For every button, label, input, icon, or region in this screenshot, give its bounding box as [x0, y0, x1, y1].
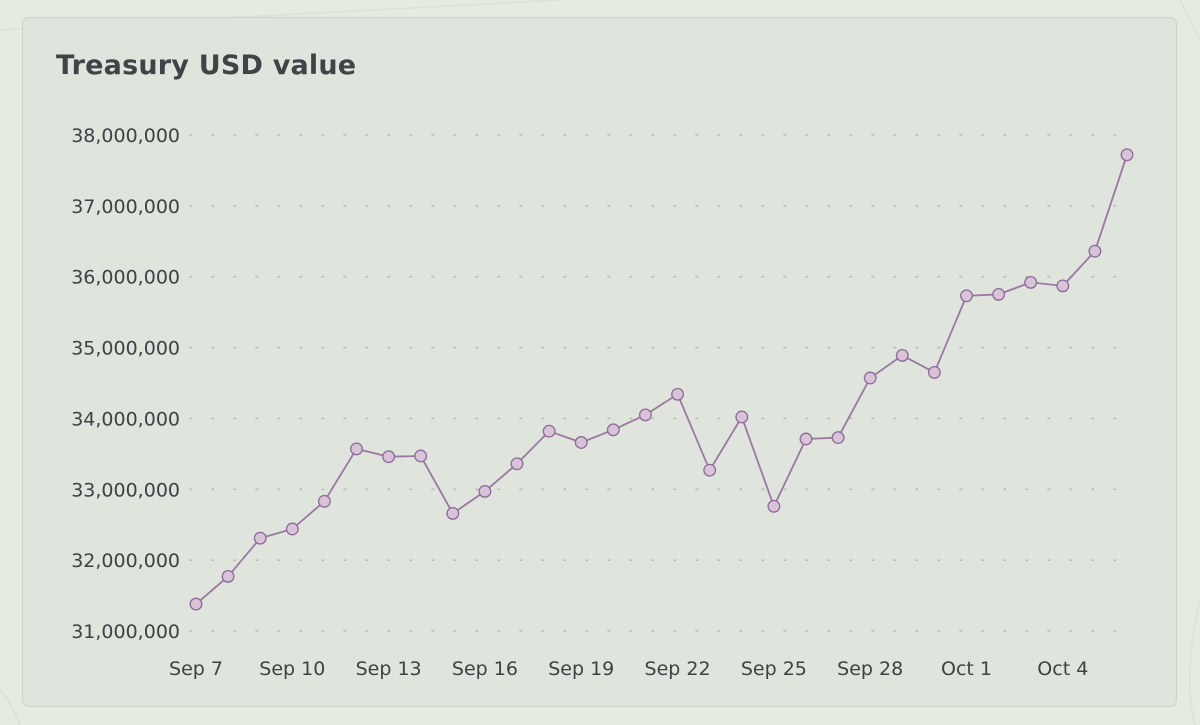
data-point[interactable] [350, 442, 363, 456]
chart-title: Treasury USD value [56, 50, 357, 81]
data-point[interactable] [927, 365, 941, 379]
x-tick-label: Sep 13 [356, 658, 422, 680]
data-point[interactable] [992, 287, 1006, 301]
x-tick-label: Sep 28 [837, 658, 903, 680]
data-point[interactable] [863, 371, 877, 385]
data-point[interactable] [799, 432, 813, 446]
data-point[interactable] [221, 569, 235, 583]
data-point[interactable] [638, 408, 652, 422]
data-point[interactable] [189, 597, 203, 611]
y-tick-label: 31,000,000 [71, 621, 180, 643]
data-point[interactable] [831, 431, 845, 445]
x-tick-label: Sep 19 [548, 658, 614, 680]
x-tick-label: Sep 7 [169, 658, 223, 680]
data-point[interactable] [703, 463, 717, 477]
y-tick-label: 38,000,000 [71, 125, 180, 147]
data-point[interactable] [606, 423, 620, 437]
y-tick-label: 35,000,000 [71, 338, 180, 360]
x-tick-label: Oct 1 [941, 658, 992, 680]
y-tick-label: 37,000,000 [71, 196, 180, 218]
data-point[interactable] [542, 424, 556, 438]
data-point[interactable] [317, 494, 331, 508]
data-point[interactable] [1088, 244, 1102, 258]
data-point[interactable] [895, 348, 909, 362]
data-point[interactable] [1056, 279, 1070, 293]
x-axis: Sep 7 Sep 10 Sep 13 Sep 16 Sep 19 Sep 22 Sep 2… [169, 658, 1088, 680]
x-tick-label: Sep 16 [452, 658, 518, 680]
data-point[interactable] [446, 506, 460, 520]
data-point[interactable] [960, 289, 973, 303]
y-tick-label: 36,000,000 [71, 267, 180, 289]
x-tick-label: Sep 10 [259, 658, 325, 680]
y-tick-label: 34,000,000 [71, 408, 180, 430]
y-axis: 31,000,000 32,000,000 33,000,000 34,000,000… [71, 125, 180, 643]
data-point[interactable] [735, 410, 749, 424]
x-tick-label: Sep 25 [741, 658, 807, 680]
series-line [195, 154, 1128, 605]
grid-lines [189, 134, 1136, 632]
data-point[interactable] [253, 531, 267, 545]
series-treasury [189, 148, 1134, 611]
data-point[interactable] [285, 522, 299, 536]
data-point[interactable] [510, 457, 524, 471]
data-point[interactable] [478, 484, 492, 498]
x-tick-label: Oct 4 [1037, 658, 1088, 680]
data-point[interactable] [1120, 148, 1134, 162]
y-tick-label: 32,000,000 [71, 550, 180, 572]
data-point[interactable] [767, 499, 781, 513]
data-point[interactable] [574, 436, 588, 449]
data-point[interactable] [1024, 275, 1038, 289]
chart-card: Treasury USD value [22, 17, 1177, 707]
data-point[interactable] [414, 449, 428, 463]
data-point[interactable] [671, 387, 685, 401]
y-tick-label: 33,000,000 [71, 479, 180, 501]
x-tick-label: Sep 22 [645, 658, 711, 680]
data-point[interactable] [382, 450, 396, 464]
